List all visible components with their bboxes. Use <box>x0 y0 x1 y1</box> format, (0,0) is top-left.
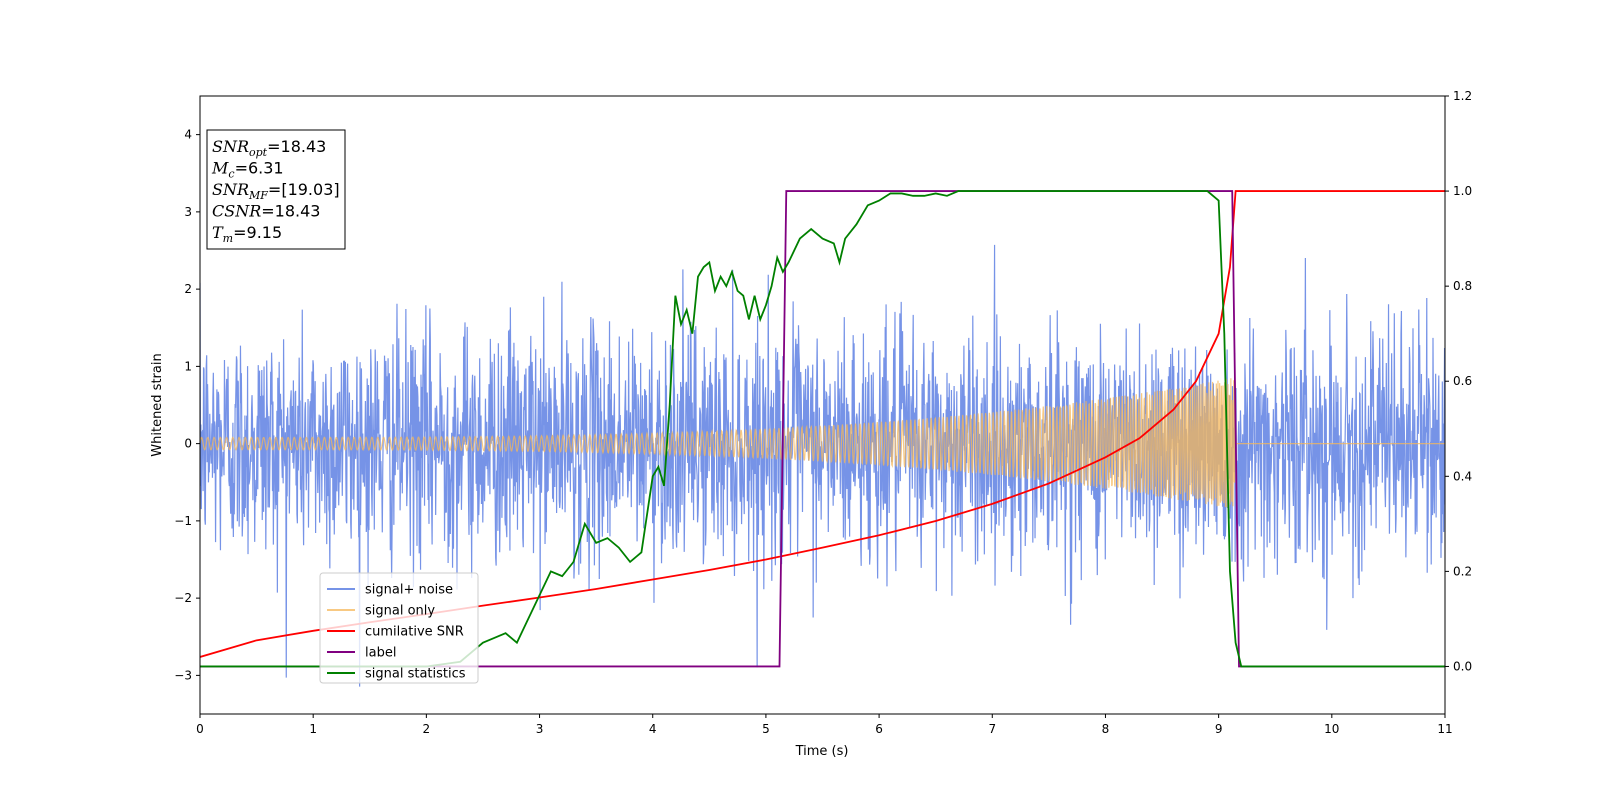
y-axis-label: Whitened strain <box>150 353 165 456</box>
annotation-line: SNRMF=[19.03] <box>212 180 340 202</box>
y-axis-right: 0.0 0.2 0.4 0.6 0.8 1.0 1.2 <box>1445 89 1472 673</box>
x-tick-label: 5 <box>762 722 770 736</box>
x-axis-label: Time (s) <box>795 744 849 759</box>
y-axis-left: −3 −2 −1 0 1 2 3 4 <box>174 128 200 682</box>
x-axis: 0 1 2 3 4 5 6 7 8 9 10 11 <box>196 714 1453 736</box>
legend-label: signal statistics <box>365 667 466 682</box>
legend-label: signal+ noise <box>365 583 453 598</box>
x-tick-label: 9 <box>1215 722 1223 736</box>
y-tick-label: 0 <box>184 437 192 451</box>
y2-tick-label: 0.6 <box>1453 374 1472 388</box>
y2-tick-label: 0.0 <box>1453 659 1472 673</box>
x-tick-label: 2 <box>423 722 431 736</box>
legend-items: signal+ noise signal only cumilative SNR la… <box>327 583 466 682</box>
annotation-lines: SNRopt=18.43Mc=6.31SNRMF=[19.03]CSNR=18.… <box>211 137 340 245</box>
annotation-box: SNRopt=18.43Mc=6.31SNRMF=[19.03]CSNR=18.… <box>206 129 346 250</box>
y-tick-label: 1 <box>184 359 192 373</box>
series-line-signal-only <box>200 378 1445 508</box>
x-tick-label: 4 <box>649 722 657 736</box>
plot-frame <box>199 95 1446 715</box>
legend-label: cumilative SNR <box>365 625 464 640</box>
y2-tick-label: 1.2 <box>1453 89 1472 103</box>
x-tick-label: 11 <box>1437 722 1452 736</box>
x-tick-label: 3 <box>536 722 544 736</box>
y-tick-label: −3 <box>174 668 192 682</box>
x-tick-label: 0 <box>196 722 204 736</box>
y-tick-label: −1 <box>174 514 192 528</box>
series-line-signal-statistics <box>200 190 1445 668</box>
y2-tick-label: 0.2 <box>1453 564 1472 578</box>
annotation-line: Mc=6.31 <box>211 159 284 181</box>
y2-tick-label: 0.4 <box>1453 469 1472 483</box>
legend-label: label <box>365 646 396 661</box>
x-tick-label: 8 <box>1102 722 1110 736</box>
x-tick-label: 7 <box>988 722 996 736</box>
y-tick-label: 4 <box>184 128 192 142</box>
y2-tick-label: 0.8 <box>1453 279 1472 293</box>
annotation-line: Tm=9.15 <box>212 223 282 245</box>
y-tick-label: 2 <box>184 282 192 296</box>
annotation-line: CSNR=18.43 <box>212 202 320 221</box>
x-tick-label: 10 <box>1324 722 1339 736</box>
annotation-line: SNRopt=18.43 <box>212 137 326 159</box>
x-tick-label: 1 <box>309 722 317 736</box>
legend: signal+ noise signal only cumilative SNR la… <box>319 572 479 684</box>
y2-tick-label: 1.0 <box>1453 184 1472 198</box>
y-tick-label: −2 <box>174 591 192 605</box>
legend-label: signal only <box>365 604 435 619</box>
x-tick-label: 6 <box>875 722 883 736</box>
y-tick-label: 3 <box>184 205 192 219</box>
